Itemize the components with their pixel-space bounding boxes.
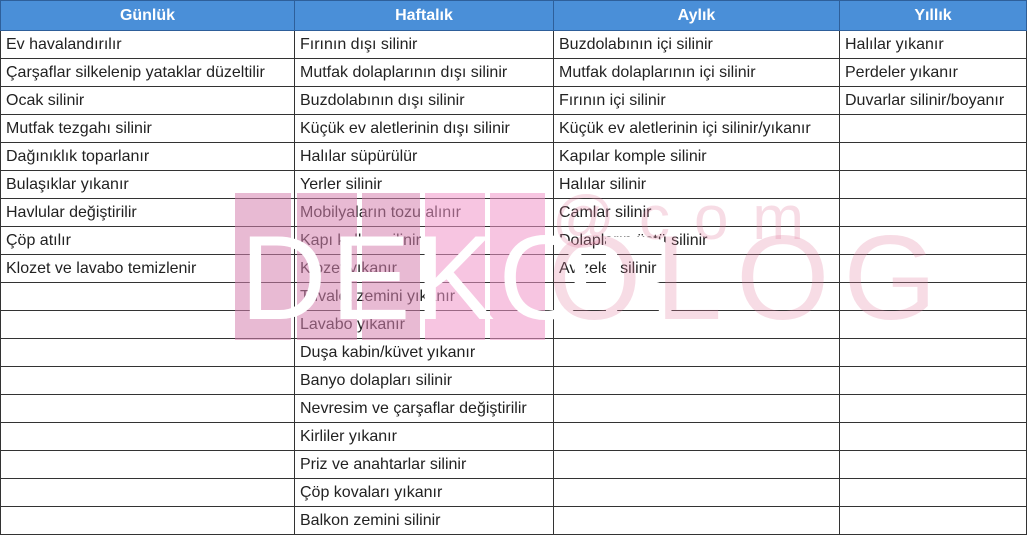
table-cell: Banyo dolapları silinir (294, 366, 554, 395)
table-cell: Duvarlar silinir/boyanır (839, 86, 1027, 115)
table-cell: Ev havalandırılır (0, 30, 295, 59)
table-cell: Çöp kovaları yıkanır (294, 478, 554, 507)
table-cell (839, 366, 1027, 395)
table-cell: Avizeler silinir (553, 254, 840, 283)
table-cell: Tuvalet zemini yıkanır (294, 282, 554, 311)
table-cell (0, 366, 295, 395)
table-cell (553, 310, 840, 339)
table-row: Ocak silinir Buzdolabının dışı silinir Fır… (0, 86, 1027, 115)
column-header: Günlük (0, 0, 295, 31)
table-row: Banyo dolapları silinir (0, 366, 1027, 395)
table-cell (553, 338, 840, 367)
table-cell: Priz ve anahtarlar silinir (294, 450, 554, 479)
table-cell: Halılar silinir (553, 170, 840, 199)
table-cell (839, 450, 1027, 479)
table-row: Tuvalet zemini yıkanır (0, 282, 1027, 311)
table-cell (839, 226, 1027, 255)
table-cell (0, 422, 295, 451)
table-cell: Çöp atılır (0, 226, 295, 255)
table-cell (553, 478, 840, 507)
table-cell (839, 198, 1027, 227)
table-cell (839, 310, 1027, 339)
table-cell: Fırının içi silinir (553, 86, 840, 115)
table-cell: Mutfak dolaplarının içi silinir (553, 58, 840, 87)
table-cell: Dağınıklık toparlanır (0, 142, 295, 171)
header-row: Günlük Haftalık Aylık Yıllık (0, 0, 1027, 31)
table-row: Bulaşıklar yıkanır Yerler silinir Halılar … (0, 170, 1027, 199)
table-cell: Küçük ev aletlerinin dışı silinir (294, 114, 554, 143)
table-cell (0, 338, 295, 367)
table-row: Lavabo yıkanır (0, 310, 1027, 339)
table-cell: Buzdolabının dışı silinir (294, 86, 554, 115)
table-row: Kirliler yıkanır (0, 422, 1027, 451)
table-cell: Kirliler yıkanır (294, 422, 554, 451)
table-cell (553, 422, 840, 451)
table-cell: Çarşaflar silkelenip yataklar düzeltilir (0, 58, 295, 87)
table-cell (839, 338, 1027, 367)
table-cell (839, 282, 1027, 311)
table-row: Çöp kovaları yıkanır (0, 478, 1027, 507)
table-cell (839, 114, 1027, 143)
table-cell (839, 394, 1027, 423)
table-cell: Perdeler yıkanır (839, 58, 1027, 87)
table-row: Havlular değiştirilir Mobilyaların tozu a… (0, 198, 1027, 227)
table-row: Mutfak tezgahı silinir Küçük ev aletlerin… (0, 114, 1027, 143)
table-row: Ev havalandırılır Fırının dışı silinir Buz… (0, 30, 1027, 59)
table-cell (839, 506, 1027, 535)
table-row: Nevresim ve çarşaflar değiştirilir (0, 394, 1027, 423)
table-cell (0, 450, 295, 479)
table-cell: Mutfak tezgahı silinir (0, 114, 295, 143)
table-row: Çöp atılır Kapı kolları silinir Dolapların… (0, 226, 1027, 255)
table-cell (839, 142, 1027, 171)
table-cell (0, 506, 295, 535)
table-cell: Dolapların üstü silinir (553, 226, 840, 255)
table-cell: Mutfak dolaplarının dışı silinir (294, 58, 554, 87)
table-cell: Klozet yıkanır (294, 254, 554, 283)
table-cell (0, 478, 295, 507)
table-cell: Havlular değiştirilir (0, 198, 295, 227)
table-cell: Mobilyaların tozu alınır (294, 198, 554, 227)
column-header: Aylık (553, 0, 840, 31)
table-cell: Ocak silinir (0, 86, 295, 115)
table-row: Priz ve anahtarlar silinir (0, 450, 1027, 479)
table-cell: Buzdolabının içi silinir (553, 30, 840, 59)
table-cell (0, 282, 295, 311)
table-row: Balkon zemini silinir (0, 506, 1027, 535)
table-cell (553, 450, 840, 479)
table-row: Çarşaflar silkelenip yataklar düzeltilir… (0, 58, 1027, 87)
column-header: Haftalık (294, 0, 554, 31)
table-row: Klozet ve lavabo temizlenir Klozet yıkanı… (0, 254, 1027, 283)
table-cell: Nevresim ve çarşaflar değiştirilir (294, 394, 554, 423)
table-cell: Küçük ev aletlerinin içi silinir/yıkanır (553, 114, 840, 143)
table-cell (839, 254, 1027, 283)
table-cell: Halılar yıkanır (839, 30, 1027, 59)
table-cell: Klozet ve lavabo temizlenir (0, 254, 295, 283)
table-cell: Lavabo yıkanır (294, 310, 554, 339)
table-cell (553, 506, 840, 535)
table-cell (0, 394, 295, 423)
table-cell (839, 422, 1027, 451)
table-cell (0, 310, 295, 339)
table-cell: Fırının dışı silinir (294, 30, 554, 59)
table-row: Duşa kabin/küvet yıkanır (0, 338, 1027, 367)
table-cell (839, 478, 1027, 507)
table-cell: Bulaşıklar yıkanır (0, 170, 295, 199)
table-cell (553, 394, 840, 423)
table-cell (553, 282, 840, 311)
table-cell: Kapılar komple silinir (553, 142, 840, 171)
table-cell: Duşa kabin/küvet yıkanır (294, 338, 554, 367)
table-row: Dağınıklık toparlanır Halılar süpürülür Ka… (0, 142, 1027, 171)
table-cell: Camlar silinir (553, 198, 840, 227)
table-cell: Balkon zemini silinir (294, 506, 554, 535)
table-cell (839, 170, 1027, 199)
table-cell: Halılar süpürülür (294, 142, 554, 171)
table-cell (553, 366, 840, 395)
table-cell: Yerler silinir (294, 170, 554, 199)
column-header: Yıllık (839, 0, 1027, 31)
table-cell: Kapı kolları silinir (294, 226, 554, 255)
